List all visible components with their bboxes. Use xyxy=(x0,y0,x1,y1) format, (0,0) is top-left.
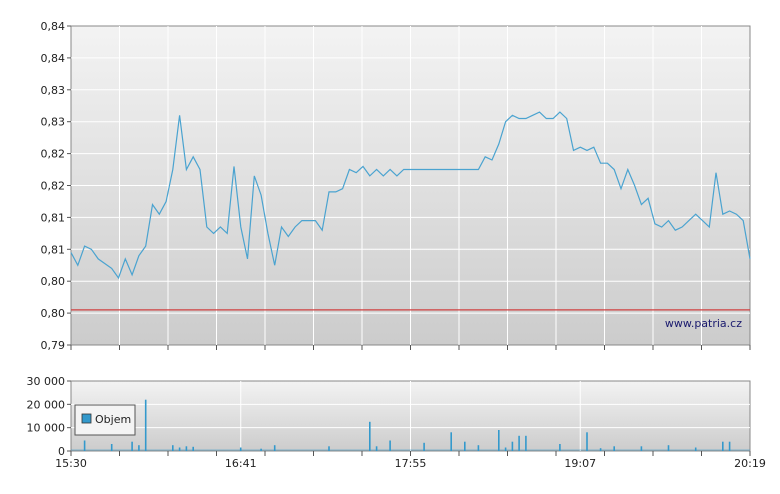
volume-bar xyxy=(131,441,133,451)
volume-legend-swatch xyxy=(81,413,92,424)
y-tick-label: 0,81 xyxy=(41,243,66,256)
x-tick-label: 16:41 xyxy=(225,457,257,470)
y-tick-label: 0,81 xyxy=(41,211,66,224)
volume-bar xyxy=(239,447,242,451)
volume-plot: 30 000 20 000 10 000 015:30 16:41 17:55 19:07 2… xyxy=(27,375,766,470)
volume-bar xyxy=(450,432,452,451)
volume-bar xyxy=(613,446,615,451)
volume-bar xyxy=(518,435,520,451)
y-tick-label: 0,82 xyxy=(41,148,66,161)
x-tick-label: 19:07 xyxy=(564,457,596,470)
volume-bar xyxy=(498,430,500,451)
y-tick-label: 0,79 xyxy=(41,339,66,352)
volume-bar xyxy=(110,444,113,451)
watermark-text: www.patria.cz xyxy=(665,317,742,330)
volume-bar xyxy=(586,432,588,451)
volume-bar xyxy=(192,446,194,451)
volume-bar xyxy=(369,421,371,451)
volume-bar xyxy=(328,446,330,451)
price-plot: 0,84 0,84 0,83 0,83 0,82 0,82 0,81 0,81 0,80 0,80… xyxy=(41,20,751,352)
x-tick-label: 15:30 xyxy=(55,457,87,470)
volume-bar xyxy=(667,445,670,451)
y-tick-label: 0,80 xyxy=(41,307,66,320)
volume-bar xyxy=(464,441,466,451)
volume-bar xyxy=(559,444,561,451)
x-tick-label: 17:55 xyxy=(395,457,427,470)
volume-bar xyxy=(640,446,643,451)
volume-bar xyxy=(389,440,391,451)
volume-bar xyxy=(185,446,188,451)
volume-y-tick-label: 10 000 xyxy=(27,422,66,435)
y-tick-label: 0,80 xyxy=(41,275,66,288)
y-tick-label: 0,82 xyxy=(41,180,66,193)
volume-bar xyxy=(138,445,140,451)
volume-bar xyxy=(423,442,425,451)
volume-bar xyxy=(722,441,724,451)
volume-bar xyxy=(504,447,507,451)
y-tick-label: 0,83 xyxy=(41,84,66,97)
volume-bar xyxy=(144,399,147,451)
volume-bar xyxy=(375,446,378,451)
volume-y-tick-label: 20 000 xyxy=(27,398,66,411)
volume-y-tick-label: 30 000 xyxy=(27,375,66,388)
volume-bar xyxy=(525,435,527,451)
y-tick-label: 0,84 xyxy=(41,20,66,33)
volume-bar xyxy=(728,441,731,451)
volume-bar xyxy=(178,447,181,451)
volume-bar xyxy=(260,448,262,451)
volume-bar xyxy=(477,445,480,451)
y-tick-label: 0,83 xyxy=(41,116,66,129)
volume-bar xyxy=(694,447,697,451)
volume-bar xyxy=(172,445,174,451)
volume-bar xyxy=(83,440,86,451)
volume-bar xyxy=(599,448,602,451)
volume-bar xyxy=(273,445,276,451)
volume-bar xyxy=(511,441,514,451)
y-tick-label: 0,84 xyxy=(41,52,66,65)
volume-legend-label: Objem xyxy=(95,413,131,426)
volume-y-tick-label: 0 xyxy=(58,445,65,458)
x-tick-label: 20:19 xyxy=(734,457,766,470)
price-series-line xyxy=(70,111,751,280)
